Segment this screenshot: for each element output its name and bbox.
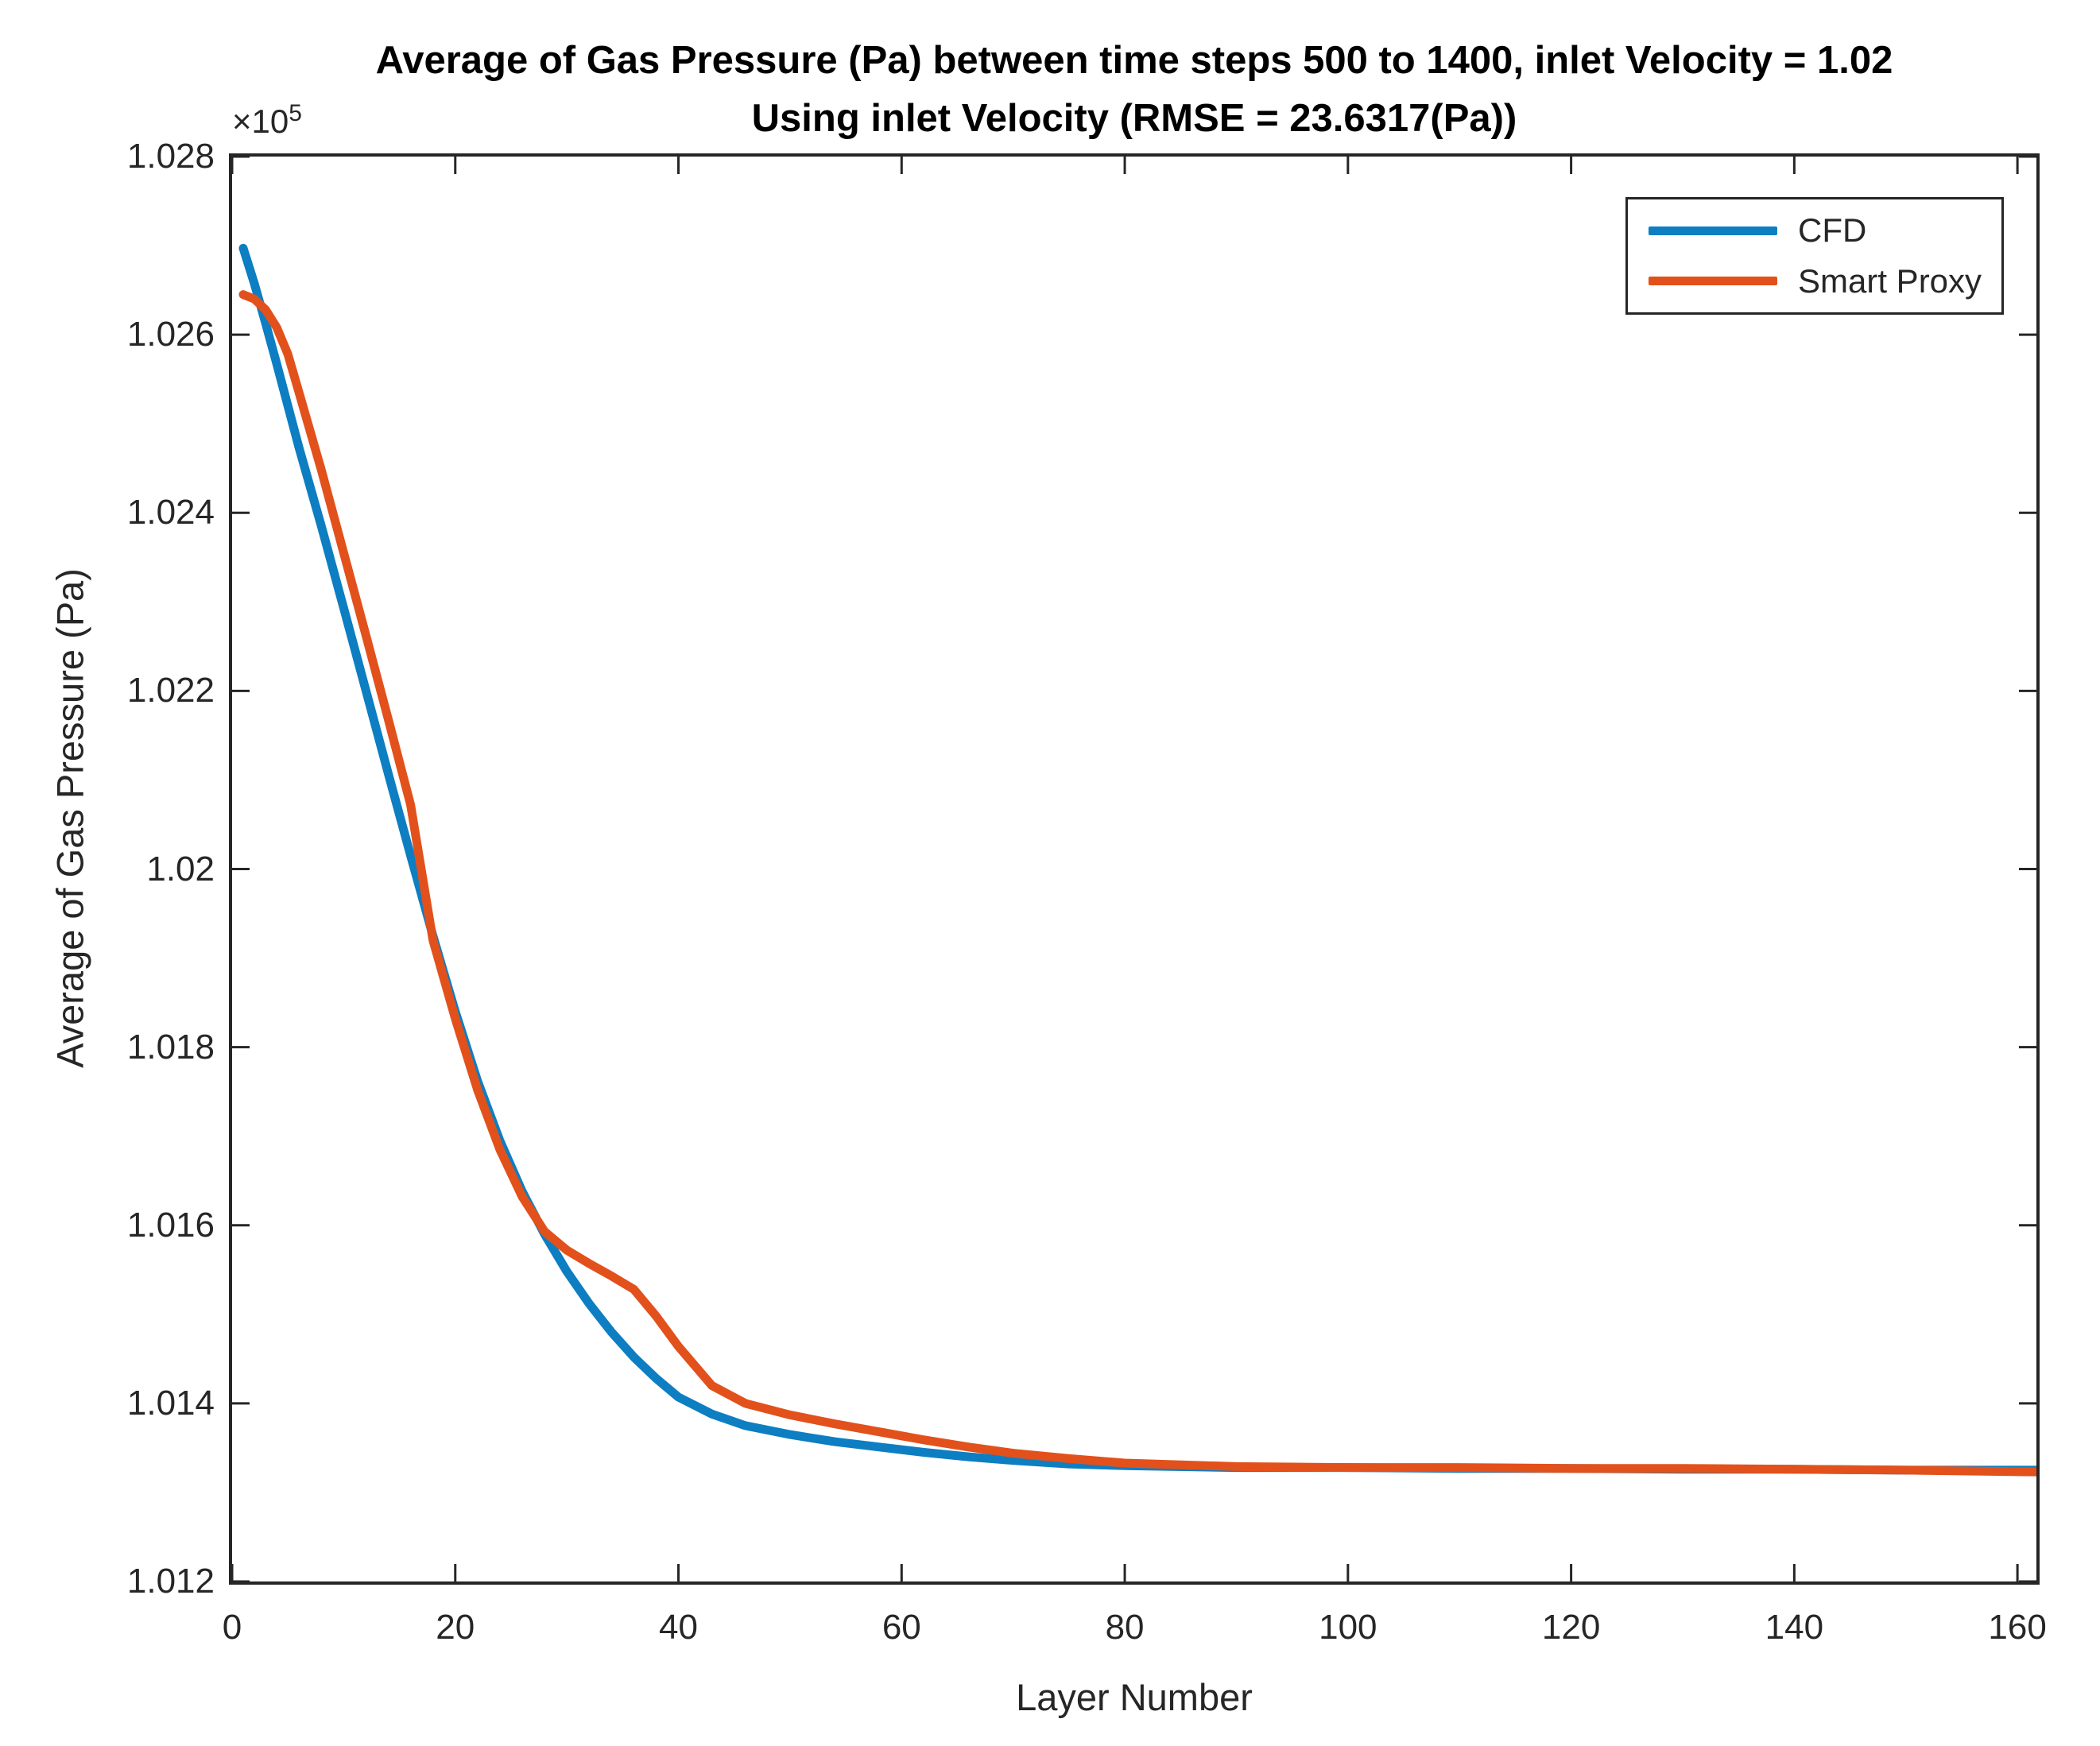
x-tick-label: 20 [436,1608,475,1647]
chart-title-line1: Average of Gas Pressure (Pa) between tim… [375,39,1893,82]
legend-line-sample [1649,277,1777,286]
legend-line-sample [1649,226,1777,235]
y-tick-label: 1.028 [126,137,215,176]
y-tick-label: 1.024 [126,493,215,532]
legend-entry-smart-proxy: Smart Proxy [1628,262,2001,300]
legend-entry-cfd: CFD [1628,211,2001,250]
chart-title: Average of Gas Pressure (Pa) between tim… [229,32,2040,148]
plot-lines-svg [232,157,2036,1581]
legend-box: CFD Smart Proxy [1625,197,2004,315]
series-line-cfd [238,243,2036,1475]
y-tick-label: 1.022 [126,671,215,710]
x-tick-label: 60 [881,1608,921,1647]
x-tick-label: 100 [1319,1608,1377,1647]
x-tick-label: 120 [1541,1608,1601,1647]
y-tick-label: 1.018 [126,1027,215,1067]
y-tick-label: 1.014 [126,1383,215,1423]
series-line-smart-proxy [238,290,2036,1477]
legend-entry-label: CFD [1798,211,1867,250]
plot-area [229,153,2040,1585]
x-tick-label: 160 [1988,1608,2047,1647]
y-tick-label: 1.02 [146,849,215,888]
chart-title-line2: Using inlet Velocity (RMSE = 23.6317(Pa)… [751,97,1517,140]
y-tick-label: 1.026 [126,315,215,354]
x-axis-label: Layer Number [1016,1676,1253,1718]
x-tick-label: 0 [222,1608,242,1647]
y-axis-exponent-label: ×105 [232,100,302,140]
legend-entry-label: Smart Proxy [1798,261,1982,300]
y-tick-label: 1.012 [126,1562,215,1601]
y-tick-label: 1.016 [126,1205,215,1245]
x-tick-label: 40 [659,1608,698,1647]
y-axis-label: Average of Gas Pressure (Pa) [48,568,91,1068]
x-tick-label: 140 [1765,1608,1824,1647]
x-tick-label: 80 [1105,1608,1145,1647]
